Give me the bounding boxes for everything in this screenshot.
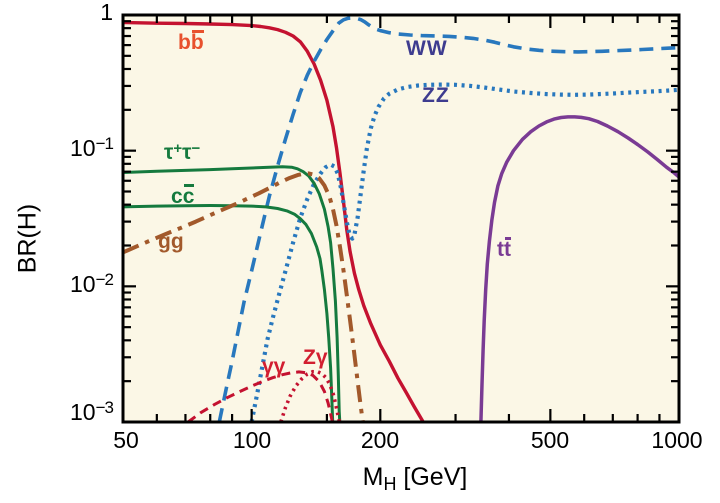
x-tick-100: 100: [232, 427, 272, 453]
curve-bb: [123, 20, 425, 423]
x-tick-1000: 1000: [651, 427, 703, 453]
curve-gamgam: [187, 370, 334, 423]
curve-label-gammagamma: γγ: [262, 355, 286, 378]
curve-label-ww: WW: [406, 37, 448, 60]
y-tick-1: 1: [100, 0, 113, 25]
curve-ZZ: [249, 82, 679, 423]
y-tick-1e-2: 10−2: [70, 270, 114, 297]
curve-cc: [123, 204, 335, 423]
curve-Zgam: [279, 369, 342, 423]
y-axis-title: BR(H): [13, 203, 42, 274]
curve-label-bb: bb: [178, 30, 204, 54]
x-axis-title: MH [GeV]: [362, 463, 468, 494]
x-tick-200: 200: [360, 427, 400, 453]
curve-label-cc: cc: [171, 184, 195, 208]
curve-label-tt: tt: [497, 237, 511, 261]
curve-label-gg: gg: [158, 230, 184, 253]
y-tick-1e-3: 10−3: [70, 398, 114, 425]
y-tick-1e-1: 10−1: [70, 134, 114, 161]
x-tick-50: 50: [113, 427, 139, 453]
curve-tt: [479, 115, 679, 423]
curve-tautau: [123, 165, 342, 423]
curve-label-zgamma: Zγ: [303, 346, 328, 369]
x-tick-500: 500: [530, 427, 570, 453]
curve-label-tautau: τ+τ−: [164, 140, 201, 164]
curve-label-zz: ZZ: [422, 84, 450, 107]
